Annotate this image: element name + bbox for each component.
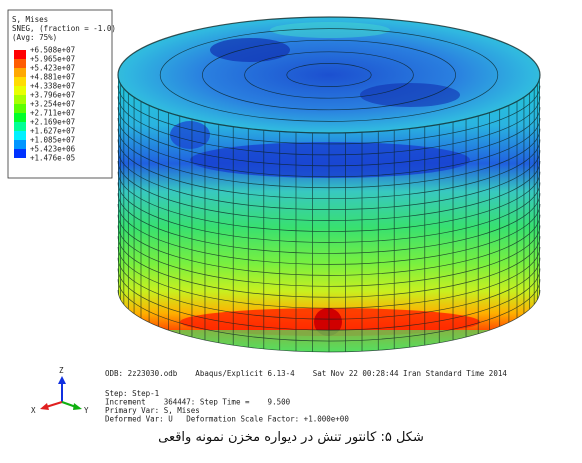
legend-label: +6.508e+07 xyxy=(30,46,75,55)
legend-label: +4.881e+07 xyxy=(30,73,75,82)
legend-swatch xyxy=(14,95,26,104)
legend-swatch xyxy=(14,86,26,95)
legend-title: S, Mises xyxy=(12,15,48,24)
legend-swatch xyxy=(14,104,26,113)
axis-z-label: Z xyxy=(59,366,64,375)
legend-label: +5.423e+07 xyxy=(30,64,75,73)
legend-swatch xyxy=(14,77,26,86)
legend-label: +5.965e+07 xyxy=(30,55,75,64)
axis-x-label: X xyxy=(31,406,36,415)
info-line: Deformed Var: U Deformation Scale Factor… xyxy=(105,415,349,424)
legend-swatch xyxy=(14,122,26,131)
legend-label: +1.476e-05 xyxy=(30,154,75,163)
legend-swatch xyxy=(14,50,26,59)
legend-label: +1.627e+07 xyxy=(30,127,75,136)
legend-swatch xyxy=(14,131,26,140)
axis-triad: Z X Y xyxy=(31,366,89,415)
legend-swatch xyxy=(14,68,26,77)
axis-y-label: Y xyxy=(84,406,89,415)
legend-swatch xyxy=(14,149,26,158)
legend-swatch xyxy=(14,140,26,149)
legend-label: +1.085e+07 xyxy=(30,136,75,145)
legend-label: +5.423e+06 xyxy=(30,145,76,154)
legend-label: +2.711e+07 xyxy=(30,109,75,118)
caption: شکل ۵: کانتور تنش در دیواره مخزن نمونه و… xyxy=(158,430,424,445)
legend-label: +3.796e+07 xyxy=(30,91,75,100)
info-text: ODB: 2z23030.odb Abaqus/Explicit 6.13-4 … xyxy=(105,369,507,424)
cylinder-model xyxy=(118,17,540,370)
odb-line: ODB: 2z23030.odb Abaqus/Explicit 6.13-4 … xyxy=(105,369,507,378)
figure: S, MisesSNEG, (fraction = -1.0)(Avg: 75%… xyxy=(0,0,582,463)
legend-label: +2.169e+07 xyxy=(30,118,75,127)
legend-swatch xyxy=(14,59,26,68)
legend-swatch xyxy=(14,113,26,122)
legend-label: +4.338e+07 xyxy=(30,82,75,91)
legend-title: SNEG, (fraction = -1.0) xyxy=(12,24,116,33)
legend-label: +3.254e+07 xyxy=(30,100,75,109)
legend-title: (Avg: 75%) xyxy=(12,33,57,42)
